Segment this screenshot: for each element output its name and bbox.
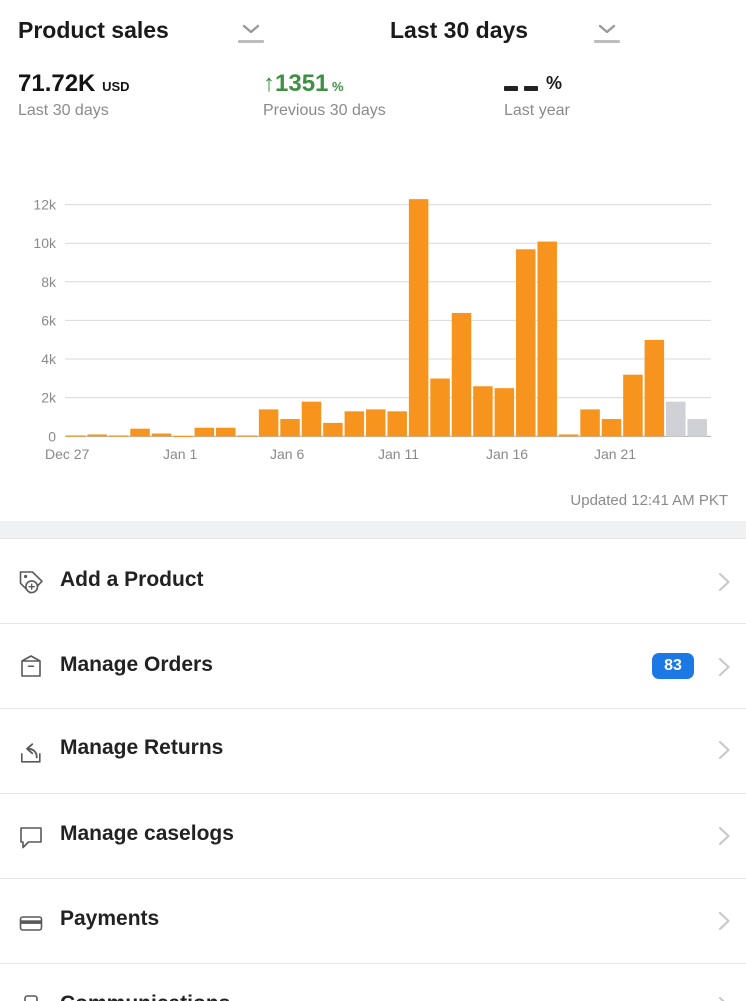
svg-text:6k: 6k xyxy=(41,312,57,328)
svg-text:Jan 11: Jan 11 xyxy=(378,446,419,462)
svg-text:4k: 4k xyxy=(41,351,57,367)
svg-text:8k: 8k xyxy=(41,274,57,290)
svg-text:Jan 21: Jan 21 xyxy=(594,446,636,462)
svg-text:Dec 27: Dec 27 xyxy=(45,446,90,462)
svg-text:Jan 1: Jan 1 xyxy=(163,446,197,462)
svg-text:Jan 16: Jan 16 xyxy=(486,446,528,462)
svg-text:2k: 2k xyxy=(41,390,57,406)
svg-text:12k: 12k xyxy=(33,197,57,213)
svg-text:0: 0 xyxy=(48,428,56,444)
svg-text:Jan 6: Jan 6 xyxy=(270,446,304,462)
svg-text:10k: 10k xyxy=(33,235,57,251)
